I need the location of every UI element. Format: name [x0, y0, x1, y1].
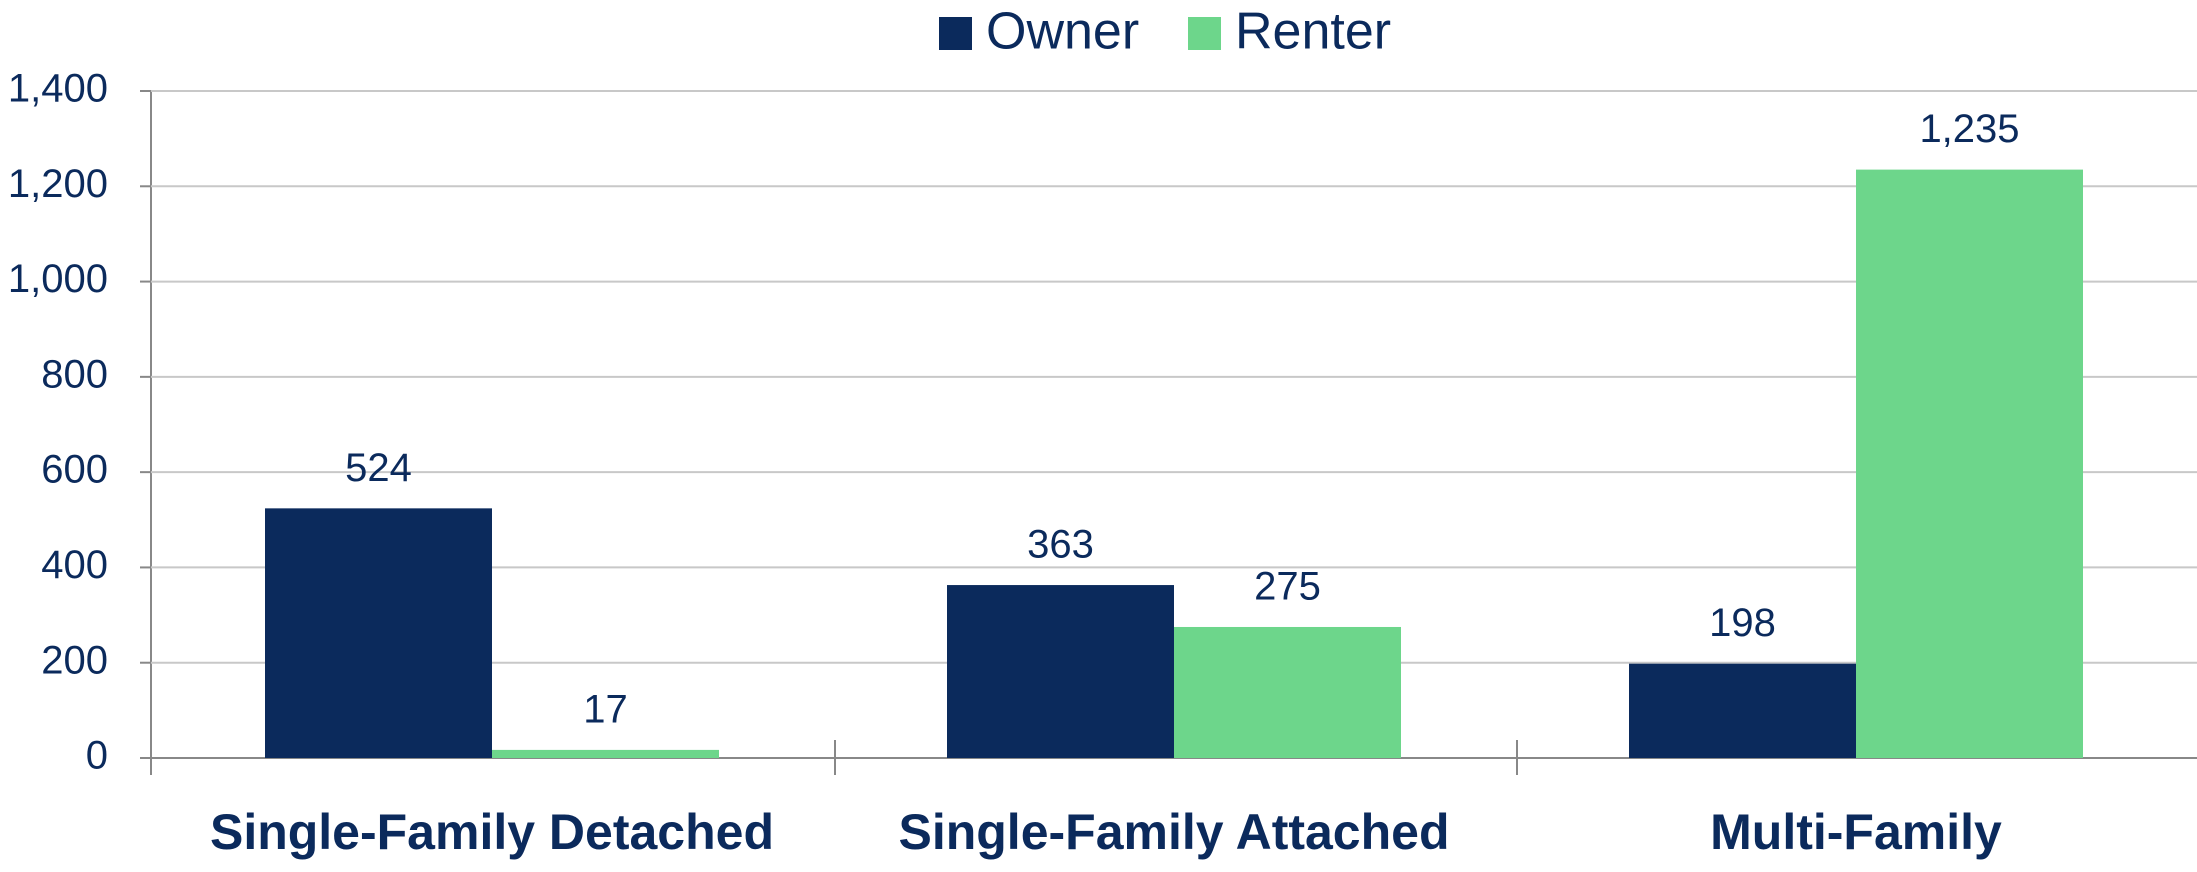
y-tick-label: 400	[41, 543, 108, 587]
legend-label: Owner	[986, 3, 1139, 61]
bar	[947, 585, 1174, 758]
bar	[265, 508, 492, 758]
y-tick-label: 1,200	[8, 162, 108, 206]
legend-swatch	[939, 17, 972, 50]
y-tick-label: 800	[41, 352, 108, 396]
data-label: 524	[345, 446, 412, 490]
y-tick-label: 1,000	[8, 257, 108, 301]
y-tick-label: 0	[86, 734, 108, 778]
data-label: 275	[1254, 565, 1321, 609]
y-tick-label: 600	[41, 448, 108, 492]
data-label: 17	[583, 687, 628, 731]
x-tick-label: Multi-Family	[1710, 804, 2002, 860]
bar	[1629, 663, 1856, 758]
x-tick-label: Single-Family Detached	[210, 804, 774, 860]
bar	[492, 749, 719, 758]
legend-swatch	[1188, 17, 1221, 50]
legend-label: Renter	[1235, 3, 1391, 61]
y-tick-label: 1,400	[8, 67, 108, 111]
data-label: 1,235	[1919, 107, 2019, 151]
data-label: 198	[1709, 601, 1776, 645]
x-tick-label: Single-Family Attached	[898, 804, 1449, 860]
bar	[1174, 626, 1401, 758]
bar	[1856, 169, 2083, 758]
data-label: 363	[1027, 523, 1094, 567]
y-tick-label: 200	[41, 638, 108, 682]
